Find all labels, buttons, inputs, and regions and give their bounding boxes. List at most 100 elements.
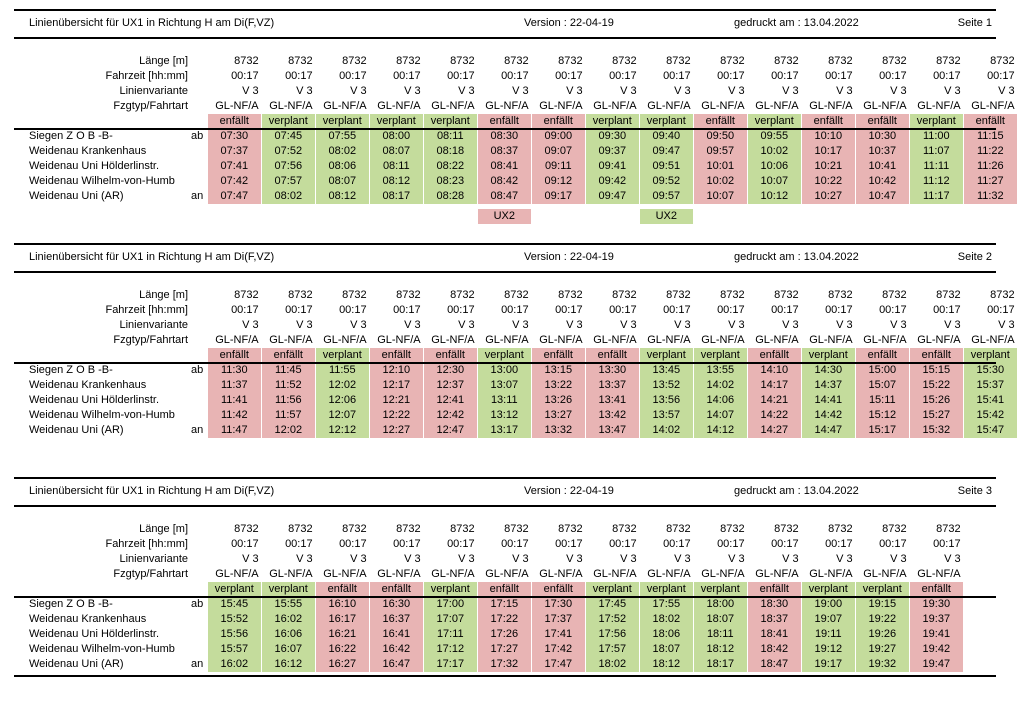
trip-status: verplant xyxy=(214,583,254,595)
length-value: 8732 xyxy=(288,523,313,535)
trip-status: enfällt xyxy=(489,115,519,127)
departure-time: 18:30 xyxy=(760,598,789,610)
trip-status: verplant xyxy=(268,115,308,127)
variant-value: V 3 xyxy=(944,85,961,97)
length-value: 8732 xyxy=(558,289,583,301)
row-label: Fahrzeit [hh:mm] xyxy=(105,304,188,316)
vehicle-value: GL-NF/A xyxy=(863,568,907,580)
departure-time: 07:52 xyxy=(274,145,303,157)
departure-time: 14:22 xyxy=(760,409,789,421)
departure-time: 16:41 xyxy=(382,628,411,640)
departure-time: 18:12 xyxy=(652,658,681,670)
departure-time: 11:52 xyxy=(274,379,302,391)
departure-time: 19:26 xyxy=(868,628,897,640)
departure-time: 13:11 xyxy=(490,394,518,406)
vehicle-value: GL-NF/A xyxy=(647,568,691,580)
departure-time: 15:15 xyxy=(922,364,951,376)
length-value: 8732 xyxy=(936,523,961,535)
length-value: 8732 xyxy=(666,289,691,301)
departure-time: 09:57 xyxy=(652,190,681,202)
variant-value: V 3 xyxy=(620,319,637,331)
variant-value: V 3 xyxy=(836,319,853,331)
duration-value: 00:17 xyxy=(447,304,475,316)
departure-time: 12:02 xyxy=(274,424,303,436)
vehicle-value: GL-NF/A xyxy=(971,334,1015,346)
trip-status: verplant xyxy=(970,349,1010,361)
length-value: 8732 xyxy=(774,55,799,67)
departure-time: 18:06 xyxy=(652,628,681,640)
departure-time: 08:30 xyxy=(490,130,519,142)
vehicle-value: GL-NF/A xyxy=(647,334,691,346)
page-top-rule xyxy=(14,477,996,479)
departure-time: 18:07 xyxy=(652,643,681,655)
departure-time: 18:00 xyxy=(706,598,735,610)
variant-value: V 3 xyxy=(404,319,421,331)
departure-time: 09:07 xyxy=(544,145,573,157)
departure-time: 14:12 xyxy=(706,424,735,436)
trip-status: enfällt xyxy=(543,583,573,595)
departure-time: 16:21 xyxy=(328,628,357,640)
departure-time: 14:02 xyxy=(706,379,735,391)
vehicle-value: GL-NF/A xyxy=(971,100,1015,112)
vehicle-value: GL-NF/A xyxy=(485,568,529,580)
length-value: 8732 xyxy=(234,523,259,535)
length-value: 8732 xyxy=(720,289,745,301)
departure-time: 17:57 xyxy=(598,643,627,655)
departure-time: 09:17 xyxy=(544,190,573,202)
row-label: Fzgtyp/Fahrtart xyxy=(113,568,188,580)
departure-time: 10:07 xyxy=(760,175,789,187)
departure-time: 16:47 xyxy=(382,658,411,670)
stop-name: Weidenau Krankenhaus xyxy=(29,379,147,391)
departure-time: 07:56 xyxy=(274,160,303,172)
page-number: Seite 3 xyxy=(957,485,992,497)
departure-time: 11:45 xyxy=(274,364,302,376)
length-value: 8732 xyxy=(666,55,691,67)
departure-time: 10:02 xyxy=(760,145,789,157)
departure-time: 14:30 xyxy=(814,364,843,376)
duration-value: 00:17 xyxy=(339,70,367,82)
duration-value: 00:17 xyxy=(879,304,907,316)
duration-value: 00:17 xyxy=(609,304,637,316)
departure-time: 14:17 xyxy=(760,379,789,391)
variant-value: V 3 xyxy=(350,553,367,565)
trip-status: enfällt xyxy=(813,115,843,127)
variant-value: V 3 xyxy=(890,553,907,565)
duration-value: 00:17 xyxy=(555,538,583,550)
departure-time: 16:17 xyxy=(328,613,357,625)
departure-time: 19:22 xyxy=(868,613,897,625)
vehicle-value: GL-NF/A xyxy=(755,334,799,346)
vehicle-value: GL-NF/A xyxy=(755,100,799,112)
vehicle-tag: UX2 xyxy=(478,209,531,224)
vehicle-value: GL-NF/A xyxy=(593,334,637,346)
length-value: 8732 xyxy=(234,289,259,301)
length-value: 8732 xyxy=(288,55,313,67)
vehicle-value: GL-NF/A xyxy=(755,568,799,580)
duration-value: 00:17 xyxy=(501,70,529,82)
departure-time: 10:22 xyxy=(814,175,843,187)
departure-time: 10:10 xyxy=(814,130,843,142)
length-value: 8732 xyxy=(612,523,637,535)
stop-mark: ab xyxy=(191,598,204,610)
length-value: 8732 xyxy=(504,55,529,67)
variant-value: V 3 xyxy=(998,319,1015,331)
variant-value: V 3 xyxy=(242,85,259,97)
duration-value: 00:17 xyxy=(231,70,259,82)
departure-time: 09:41 xyxy=(598,160,627,172)
variant-value: V 3 xyxy=(458,85,475,97)
departure-time: 17:17 xyxy=(436,658,465,670)
row-label: Länge [m] xyxy=(139,289,188,301)
departure-time: 12:06 xyxy=(328,394,357,406)
trip-status: enfällt xyxy=(543,115,573,127)
length-value: 8732 xyxy=(774,289,799,301)
length-value: 8732 xyxy=(882,523,907,535)
trip-status: verplant xyxy=(646,115,686,127)
vehicle-value: GL-NF/A xyxy=(431,100,475,112)
version-label: Version : 22-04-19 xyxy=(524,17,614,29)
departure-time: 08:07 xyxy=(382,145,411,157)
departure-time: 09:57 xyxy=(706,145,735,157)
departure-time: 19:00 xyxy=(814,598,843,610)
variant-value: V 3 xyxy=(728,85,745,97)
variant-value: V 3 xyxy=(836,553,853,565)
departure-time: 14:07 xyxy=(706,409,735,421)
trip-status: enfällt xyxy=(327,583,357,595)
